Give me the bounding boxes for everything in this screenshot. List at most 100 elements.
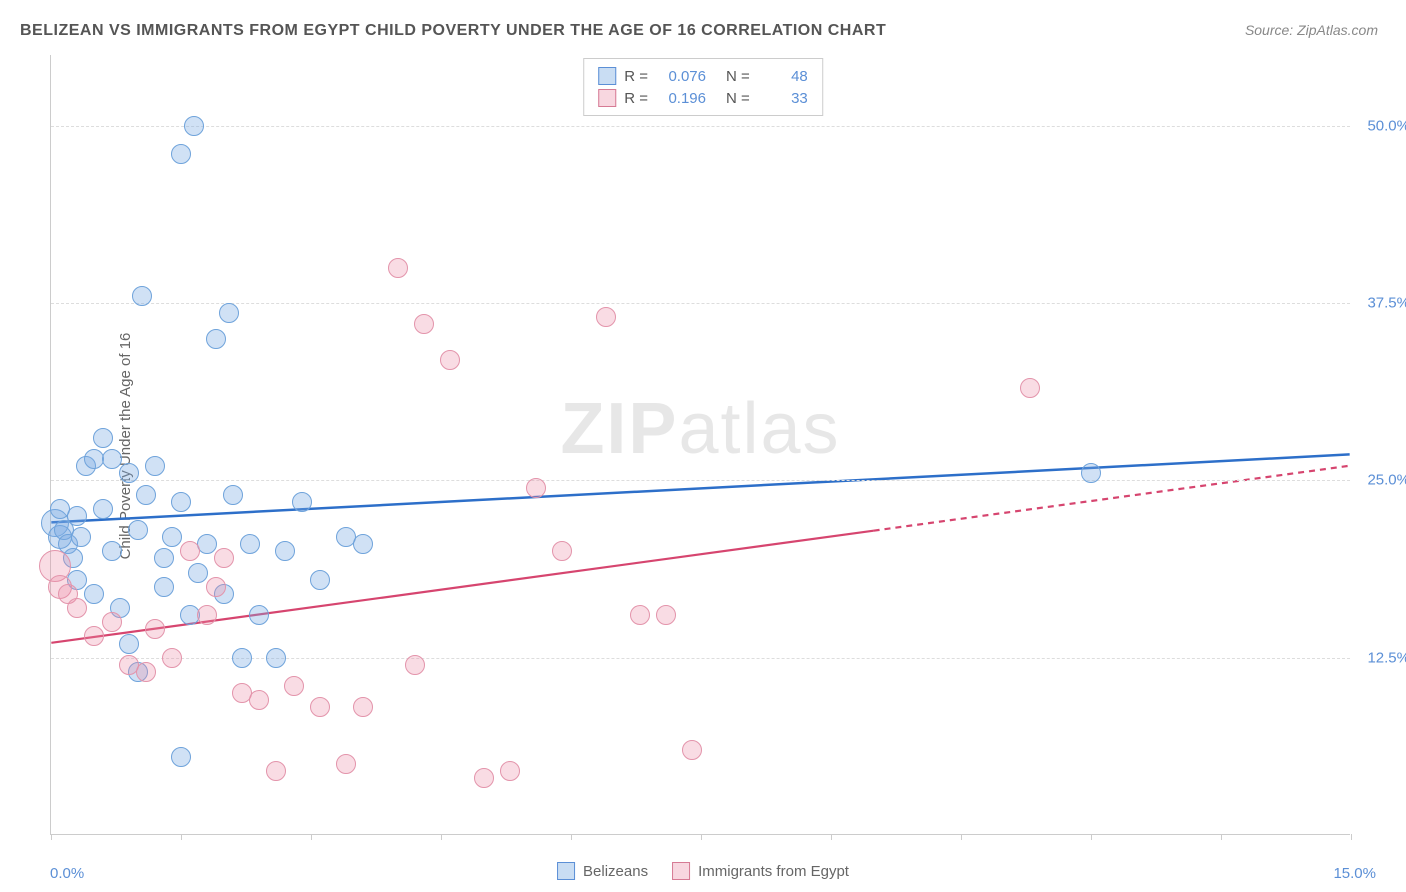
data-point: [136, 485, 156, 505]
data-point: [132, 286, 152, 306]
data-point: [219, 303, 239, 323]
data-point: [353, 697, 373, 717]
x-tick: [701, 834, 702, 840]
data-point: [1081, 463, 1101, 483]
data-point: [266, 648, 286, 668]
data-point: [414, 314, 434, 334]
x-tick: [441, 834, 442, 840]
data-point: [71, 527, 91, 547]
x-tick: [1221, 834, 1222, 840]
y-tick-label: 50.0%: [1367, 117, 1406, 134]
data-point: [240, 534, 260, 554]
x-axis-min-label: 0.0%: [50, 865, 84, 882]
data-point: [136, 662, 156, 682]
data-point: [171, 144, 191, 164]
data-point: [474, 768, 494, 788]
data-point: [249, 690, 269, 710]
watermark-atlas: atlas: [678, 389, 840, 469]
data-point: [102, 449, 122, 469]
legend-label: Immigrants from Egypt: [698, 863, 849, 880]
data-point: [310, 697, 330, 717]
data-point: [292, 492, 312, 512]
x-tick: [961, 834, 962, 840]
data-point: [630, 605, 650, 625]
source-label: Source: ZipAtlas.com: [1245, 22, 1378, 38]
data-point: [526, 478, 546, 498]
legend-series: Belizeans Immigrants from Egypt: [557, 862, 849, 880]
data-point: [249, 605, 269, 625]
n-value: 33: [758, 90, 808, 107]
data-point: [596, 307, 616, 327]
chart-title: BELIZEAN VS IMMIGRANTS FROM EGYPT CHILD …: [20, 22, 886, 40]
legend-swatch: [672, 862, 690, 880]
x-tick: [1091, 834, 1092, 840]
data-point: [336, 754, 356, 774]
data-point: [197, 534, 217, 554]
y-tick-label: 37.5%: [1367, 295, 1406, 312]
x-tick: [181, 834, 182, 840]
data-point: [93, 428, 113, 448]
x-tick: [1351, 834, 1352, 840]
data-point: [353, 534, 373, 554]
data-point: [67, 598, 87, 618]
trend-line-solid: [51, 454, 1349, 522]
gridline: [51, 126, 1350, 127]
x-tick: [51, 834, 52, 840]
x-tick: [831, 834, 832, 840]
data-point: [284, 676, 304, 696]
chart-plot-area: ZIPatlas 12.5%25.0%37.5%50.0%: [50, 55, 1350, 835]
legend-item: Belizeans: [557, 862, 648, 880]
data-point: [162, 527, 182, 547]
n-label: N =: [726, 68, 750, 85]
legend-swatch: [598, 67, 616, 85]
data-point: [180, 541, 200, 561]
legend-item: Immigrants from Egypt: [672, 862, 849, 880]
data-point: [656, 605, 676, 625]
data-point: [162, 648, 182, 668]
n-value: 48: [758, 68, 808, 85]
data-point: [232, 648, 252, 668]
y-tick-label: 25.0%: [1367, 472, 1406, 489]
data-point: [84, 584, 104, 604]
data-point: [206, 329, 226, 349]
gridline: [51, 303, 1350, 304]
data-point: [145, 619, 165, 639]
r-value: 0.076: [656, 68, 706, 85]
data-point: [119, 634, 139, 654]
data-point: [145, 456, 165, 476]
trend-line-solid: [51, 531, 873, 643]
n-label: N =: [726, 90, 750, 107]
legend-stat-row: R = 0.196 N = 33: [598, 87, 808, 109]
data-point: [682, 740, 702, 760]
data-point: [500, 761, 520, 781]
trend-line-dashed: [874, 466, 1350, 531]
data-point: [154, 548, 174, 568]
data-point: [154, 577, 174, 597]
data-point: [171, 747, 191, 767]
data-point: [223, 485, 243, 505]
r-label: R =: [624, 68, 648, 85]
data-point: [93, 499, 113, 519]
data-point: [206, 577, 226, 597]
data-point: [67, 506, 87, 526]
watermark: ZIPatlas: [560, 388, 840, 470]
trend-lines-svg: [51, 55, 1350, 834]
legend-label: Belizeans: [583, 863, 648, 880]
x-axis-max-label: 15.0%: [1333, 865, 1376, 882]
y-tick-label: 12.5%: [1367, 649, 1406, 666]
data-point: [102, 541, 122, 561]
data-point: [266, 761, 286, 781]
data-point: [275, 541, 295, 561]
x-tick: [571, 834, 572, 840]
data-point: [197, 605, 217, 625]
r-label: R =: [624, 90, 648, 107]
data-point: [188, 563, 208, 583]
data-point: [214, 548, 234, 568]
x-tick: [311, 834, 312, 840]
data-point: [184, 116, 204, 136]
legend-swatch: [557, 862, 575, 880]
r-value: 0.196: [656, 90, 706, 107]
legend-stats: R = 0.076 N = 48 R = 0.196 N = 33: [583, 58, 823, 116]
watermark-zip: ZIP: [560, 389, 678, 469]
data-point: [119, 463, 139, 483]
